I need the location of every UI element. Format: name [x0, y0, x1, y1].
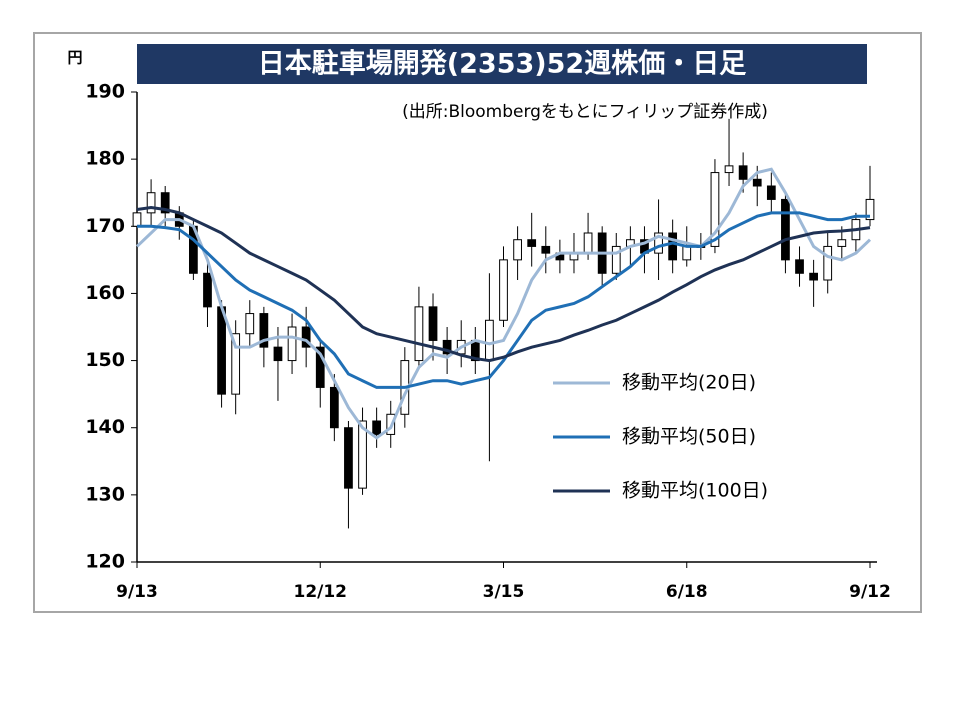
moving-average-line — [135, 167, 872, 440]
y-tick-label: 180 — [85, 148, 125, 170]
candle-body — [809, 272, 818, 281]
candle-body — [245, 313, 255, 335]
candle-body — [146, 192, 156, 214]
candle-body — [668, 232, 678, 261]
candle-body — [259, 313, 269, 348]
candle-body — [738, 165, 748, 180]
candle-body — [823, 245, 833, 281]
candle-body — [865, 198, 875, 221]
x-tick-label: 9/13 — [116, 582, 158, 602]
candle-body — [132, 212, 142, 227]
title-box — [137, 44, 867, 84]
annotation: (出所:Bloombergをもとにフィリップ証券作成) — [402, 102, 768, 122]
candle-body — [611, 245, 621, 274]
y-tick-label: 160 — [85, 282, 125, 304]
candle-body — [231, 333, 241, 395]
candle-body — [795, 259, 804, 274]
legend-label: 移動平均(100日) — [622, 480, 768, 502]
candle-body — [372, 420, 382, 435]
candle-body — [682, 245, 692, 261]
candle-body — [203, 272, 212, 308]
frame — [33, 32, 922, 613]
candle-body — [217, 306, 226, 395]
y-unit: 円 — [67, 49, 82, 67]
candle-body — [273, 346, 283, 362]
moving-average-line — [137, 211, 870, 389]
y-tick-label: 140 — [85, 416, 125, 438]
candle-body — [513, 239, 522, 261]
candle-body — [752, 178, 762, 187]
candle-body — [442, 339, 452, 355]
y-tick-label: 130 — [85, 483, 125, 505]
y-tick-label: 190 — [85, 81, 125, 103]
x-tick-label: 9/12 — [849, 582, 891, 602]
candle-body — [837, 239, 847, 247]
candle-body — [499, 259, 508, 321]
x-tick-label: 3/15 — [483, 582, 525, 602]
candle-body — [301, 326, 311, 348]
candle-body — [781, 198, 790, 261]
legend-label: 移動平均(20日) — [622, 372, 756, 394]
candle-body — [428, 306, 438, 341]
legend-label: 移動平均(50日) — [622, 426, 756, 448]
candle-body — [710, 172, 720, 247]
y-tick-label: 170 — [85, 215, 125, 237]
chart-title: 日本駐車場開発(2353)52週株価・日足 — [258, 49, 746, 80]
candle-body — [527, 239, 537, 247]
candle-body — [724, 165, 734, 174]
candle-body — [287, 326, 297, 362]
candle-body — [315, 346, 325, 388]
moving-average-line — [136, 205, 871, 363]
candle-body — [358, 420, 367, 489]
candle-body — [329, 386, 339, 429]
candle-body — [766, 185, 776, 200]
candle-body — [654, 232, 663, 254]
y-tick-label: 150 — [85, 349, 125, 371]
candle-body — [485, 319, 494, 362]
y-tick-label: 120 — [85, 551, 125, 573]
candle-body — [414, 306, 424, 362]
x-tick-label: 6/18 — [666, 582, 708, 602]
candle-body — [160, 192, 170, 214]
x-tick-label: 12/12 — [293, 582, 347, 602]
candle-body — [344, 427, 353, 489]
candle-body — [541, 245, 551, 254]
candle-body — [583, 232, 593, 254]
